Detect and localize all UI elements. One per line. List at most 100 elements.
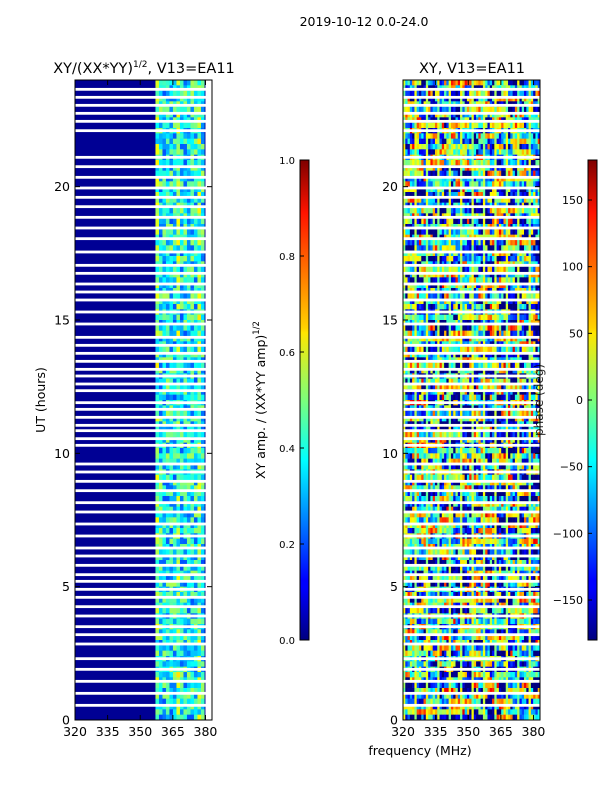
heatmap-cell [193, 490, 198, 497]
heatmap-cell [425, 112, 429, 118]
heatmap-cell [457, 250, 461, 257]
heatmap-cell [485, 186, 488, 193]
heatmap-cell [517, 170, 520, 177]
heatmap-cell [473, 106, 477, 113]
heatmap-cell [485, 229, 488, 235]
heatmap-cell [409, 160, 413, 166]
heatmap-cell [519, 266, 523, 273]
heatmap-cell [464, 256, 468, 262]
heatmap-cell [176, 122, 181, 129]
heatmap-cell [508, 293, 511, 299]
heatmap-cell [172, 250, 177, 257]
heatmap-cell [197, 144, 202, 150]
heatmap-cell [437, 176, 440, 182]
heatmap-cell [528, 176, 532, 182]
heatmap-cell [432, 149, 436, 155]
heatmap-cell [179, 661, 184, 667]
heatmap-cell [496, 112, 500, 118]
heatmap-cell [176, 704, 181, 710]
heatmap-cell [485, 160, 488, 166]
heatmap-cell [455, 245, 459, 251]
heatmap-cell [162, 453, 167, 459]
heatmap-cell [537, 112, 540, 118]
heatmap-cell [158, 122, 163, 129]
heatmap-cell [487, 133, 491, 139]
heatmap-cell [476, 165, 479, 171]
heatmap-cell [473, 176, 477, 182]
heatmap-cell [457, 266, 461, 273]
heatmap-cell [155, 330, 160, 337]
flagged-row [75, 351, 212, 355]
heatmap-cell [508, 144, 511, 150]
heatmap-cell [480, 186, 484, 193]
heatmap-cell [155, 240, 160, 246]
heatmap-cell [158, 96, 163, 102]
heatmap-cell [165, 565, 170, 571]
heatmap-cell [526, 149, 529, 155]
heatmap-cell [450, 346, 454, 353]
heatmap-cell [498, 250, 502, 257]
heatmap-cell [528, 186, 532, 193]
heatmap-cell [407, 90, 411, 97]
heatmap-cell [169, 672, 174, 678]
heatmap-cell [457, 90, 461, 97]
heatmap-cell [414, 90, 417, 97]
heatmap-cell [158, 437, 163, 443]
heatmap-cell [162, 346, 167, 353]
heatmap-cell [482, 176, 486, 182]
heatmap-cell [517, 245, 520, 251]
heatmap-cell [155, 90, 160, 97]
heatmap-cell [526, 266, 529, 273]
heatmap-cell [537, 106, 540, 113]
heatmap-cell [437, 112, 440, 118]
heatmap-cell [471, 144, 475, 150]
heatmap-cell [162, 597, 167, 603]
heatmap-cell [193, 330, 198, 337]
heatmap-cell [480, 229, 484, 235]
heatmap-cell [190, 133, 195, 139]
heatmap-cell [423, 346, 427, 353]
heatmap-cell [498, 96, 502, 102]
heatmap-cell [469, 304, 472, 310]
heatmap-cell [473, 197, 477, 203]
heatmap-cell [193, 106, 198, 113]
heatmap-cell [521, 250, 525, 257]
heatmap-cell [197, 186, 202, 193]
heatmap-cell [489, 298, 493, 305]
heatmap-cell [508, 192, 511, 198]
heatmap-cell [190, 266, 195, 273]
heatmap-cell [179, 208, 184, 214]
heatmap-cell [432, 298, 436, 305]
heatmap-cell [519, 165, 523, 171]
heatmap-cell [183, 250, 188, 257]
heatmap-cell [521, 304, 525, 310]
heatmap-cell [439, 282, 443, 289]
heatmap-cell [501, 293, 504, 299]
heatmap-cell [162, 138, 167, 145]
heatmap-cell [441, 336, 445, 342]
heatmap-cell [462, 352, 465, 358]
heatmap-cell [186, 672, 191, 678]
flagged-row [75, 579, 212, 583]
heatmap-cell [200, 560, 205, 566]
flagged-row [75, 129, 212, 133]
heatmap-cell [186, 245, 191, 251]
heatmap-cell [169, 346, 174, 353]
heatmap-cell [432, 160, 436, 166]
heatmap-cell [169, 698, 174, 705]
heatmap-cell [183, 608, 188, 614]
heatmap-cell [179, 490, 184, 497]
heatmap-cell [172, 389, 177, 395]
heatmap-cell [464, 208, 468, 214]
colorbar-tick-label: 0.8 [279, 252, 295, 263]
heatmap-cell [165, 272, 170, 278]
heatmap-cell [521, 208, 525, 214]
heatmap-cell [428, 266, 431, 273]
heatmap-cell [172, 149, 177, 155]
heatmap-cell [444, 138, 447, 145]
heatmap-cell [405, 106, 408, 113]
heatmap-cell [414, 314, 417, 321]
heatmap-cell [190, 112, 195, 118]
heatmap-cell [183, 245, 188, 251]
heatmap-cell [510, 106, 513, 113]
